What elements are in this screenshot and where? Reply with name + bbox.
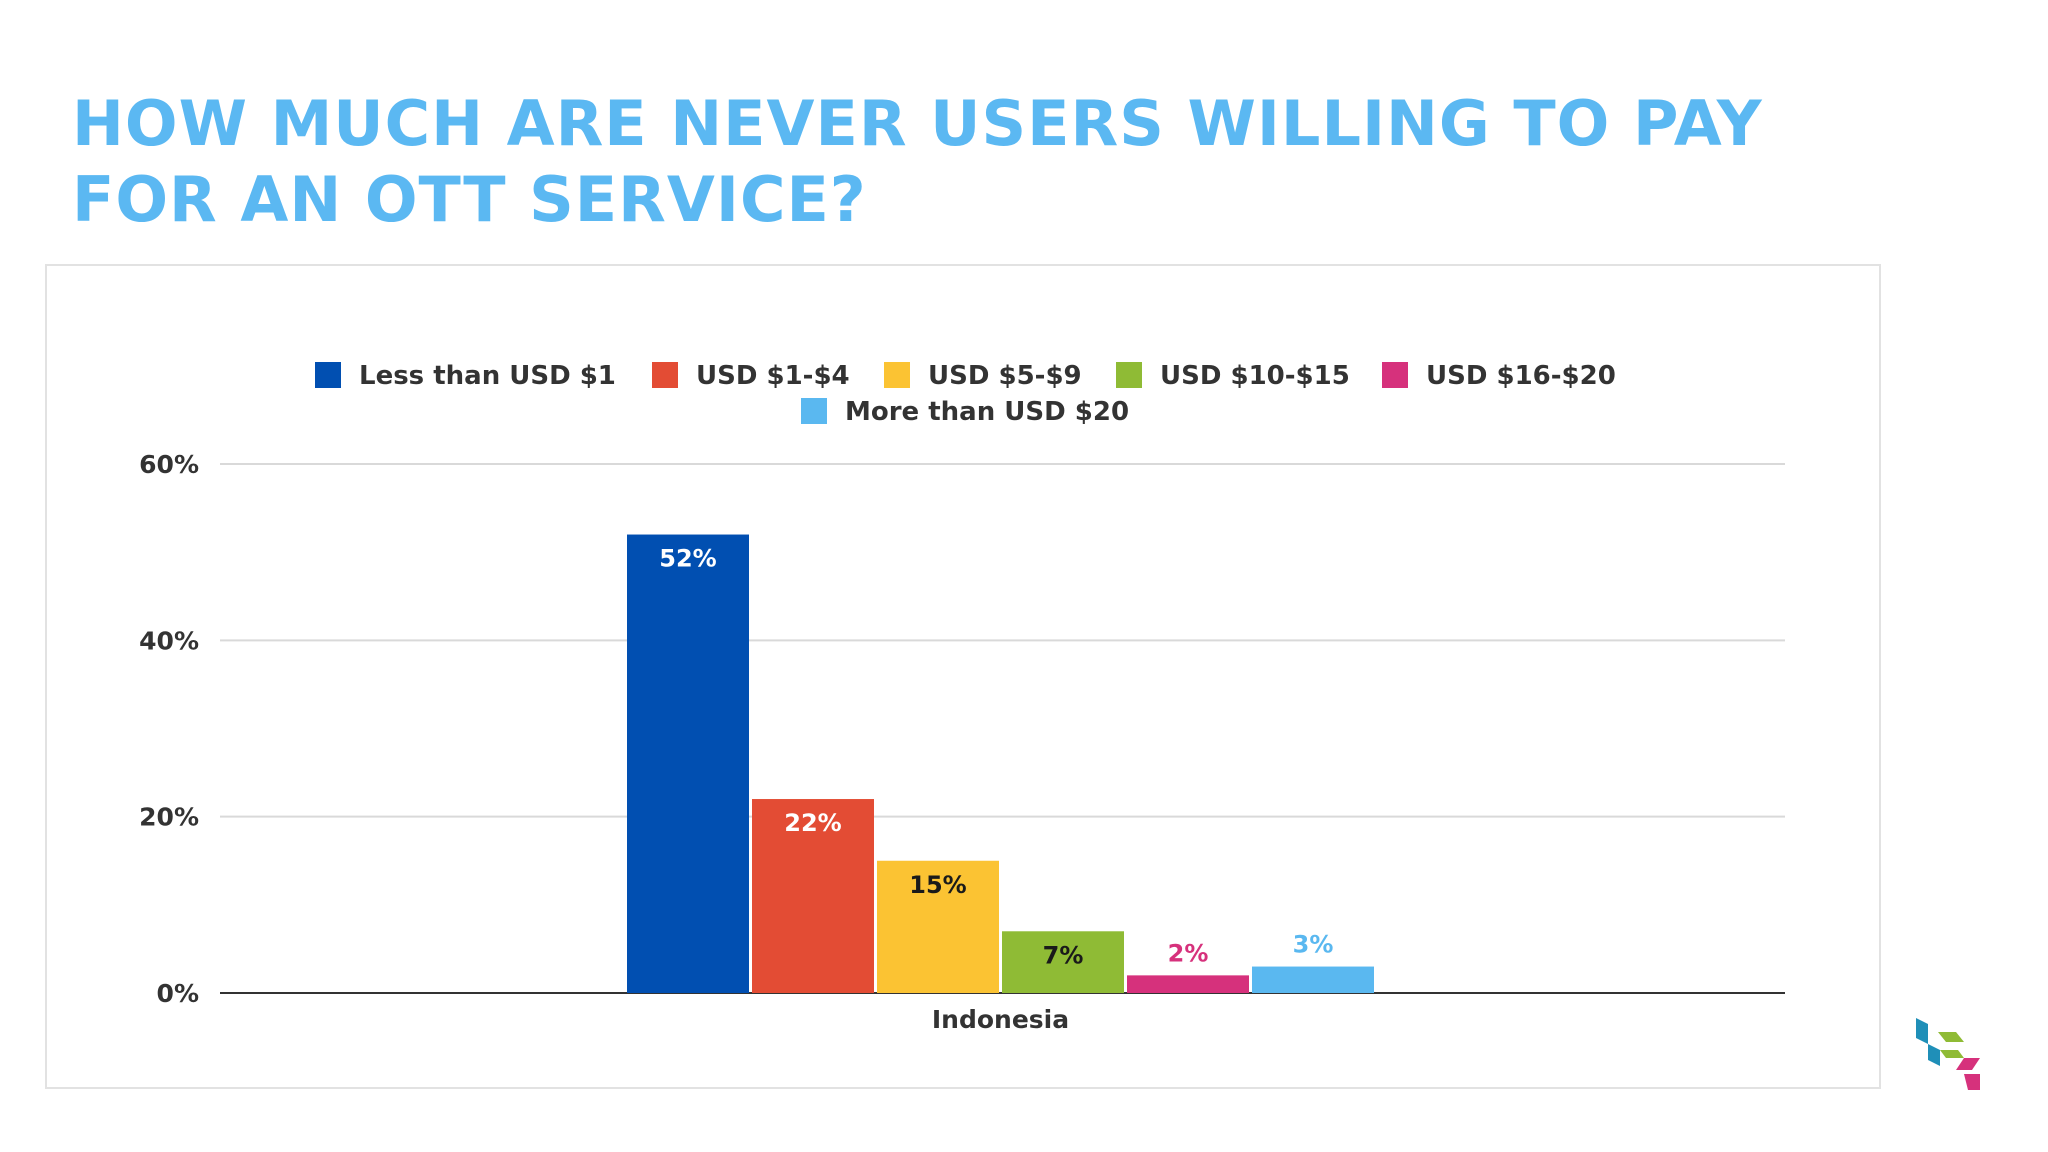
y-tick-label: 60% [139,450,199,479]
chart-frame: 0% 20% 40% 60% 52% 22% 15% 7% 2% 3% Indonesia Less … [45,264,1881,1089]
bar [752,799,874,993]
data-label: 52% [659,545,716,573]
legend-swatch [801,398,827,424]
slide-title-line-2: FOR AN OTT SERVICE? [72,163,867,236]
legend-swatch [652,362,678,388]
y-tick-label: 0% [157,979,199,1008]
legend-swatch [315,362,341,388]
legend-label: USD $16-$20 [1426,361,1616,391]
bar [877,860,999,993]
legend-label: Less than USD $1 [359,361,616,391]
legend-swatch [884,362,910,388]
legend-swatch [1382,362,1408,388]
data-label: 7% [1043,941,1084,969]
bar [1127,975,1249,993]
bar-chart: 0% 20% 40% 60% 52% 22% 15% 7% 2% 3% Indonesia Less … [139,361,1785,1034]
bar [1002,931,1124,993]
data-label: 2% [1168,939,1209,967]
brand-logo-icon [1916,1018,1980,1090]
data-label: 22% [784,809,841,837]
data-label: 3% [1293,931,1334,959]
legend-label: More than USD $20 [845,397,1129,427]
bar [1252,966,1374,993]
y-tick-label: 40% [139,626,199,655]
x-category-label: Indonesia [932,1005,1069,1034]
slide-title: HOW MUCH ARE NEVER USERS WILLING TO PAY … [72,86,1872,238]
data-label: 15% [909,871,966,899]
legend-label: USD $1-$4 [696,361,850,391]
legend-label: USD $5-$9 [928,361,1082,391]
legend-swatch [1116,362,1142,388]
legend-label: USD $10-$15 [1160,361,1350,391]
slide-title-line-1: HOW MUCH ARE NEVER USERS WILLING TO PAY [72,87,1763,160]
bar [627,534,749,993]
y-tick-label: 20% [139,803,199,832]
